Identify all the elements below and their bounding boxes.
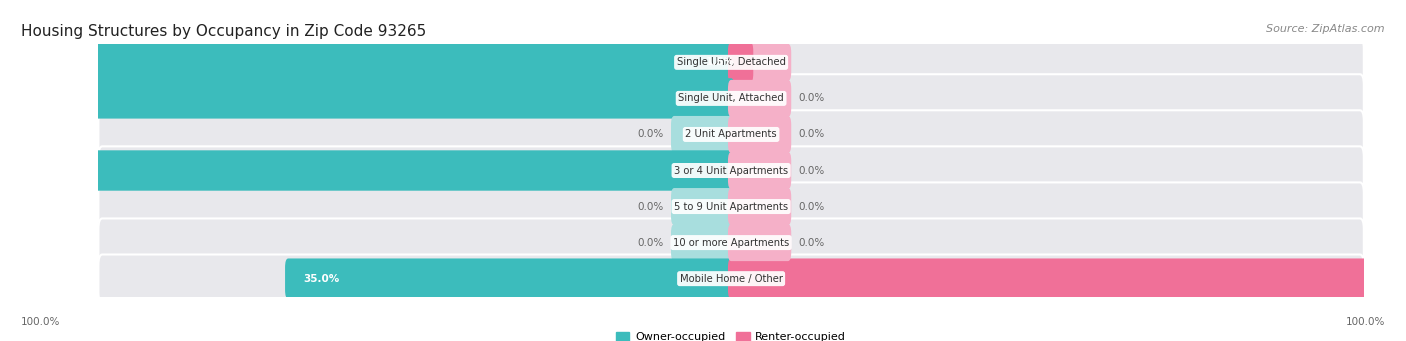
FancyBboxPatch shape	[98, 219, 1364, 267]
Text: 0.0%: 0.0%	[799, 202, 824, 211]
Text: 10 or more Apartments: 10 or more Apartments	[673, 238, 789, 248]
Text: Mobile Home / Other: Mobile Home / Other	[679, 273, 783, 284]
FancyBboxPatch shape	[728, 80, 792, 117]
FancyBboxPatch shape	[728, 188, 792, 225]
Text: Source: ZipAtlas.com: Source: ZipAtlas.com	[1267, 24, 1385, 34]
FancyBboxPatch shape	[98, 254, 1364, 303]
Text: 100.0%: 100.0%	[1346, 317, 1385, 327]
FancyBboxPatch shape	[285, 258, 734, 299]
Text: Single Unit, Attached: Single Unit, Attached	[678, 93, 785, 103]
FancyBboxPatch shape	[728, 152, 792, 189]
Text: Housing Structures by Occupancy in Zip Code 93265: Housing Structures by Occupancy in Zip C…	[21, 24, 426, 39]
FancyBboxPatch shape	[728, 116, 792, 153]
FancyBboxPatch shape	[728, 224, 792, 261]
Text: 0.0%: 0.0%	[799, 93, 824, 103]
Text: Single Unit, Detached: Single Unit, Detached	[676, 57, 786, 68]
Text: 0.0%: 0.0%	[799, 238, 824, 248]
FancyBboxPatch shape	[728, 258, 1406, 299]
FancyBboxPatch shape	[671, 116, 734, 153]
Text: 0.0%: 0.0%	[638, 202, 664, 211]
FancyBboxPatch shape	[98, 38, 1364, 87]
Text: 35.0%: 35.0%	[304, 273, 340, 284]
Text: 2 Unit Apartments: 2 Unit Apartments	[685, 130, 778, 139]
Text: 3 or 4 Unit Apartments: 3 or 4 Unit Apartments	[673, 165, 789, 176]
FancyBboxPatch shape	[0, 78, 734, 119]
FancyBboxPatch shape	[0, 42, 734, 83]
Text: 0.0%: 0.0%	[638, 130, 664, 139]
FancyBboxPatch shape	[671, 224, 734, 261]
FancyBboxPatch shape	[671, 188, 734, 225]
Text: 0.0%: 0.0%	[638, 238, 664, 248]
FancyBboxPatch shape	[98, 146, 1364, 195]
FancyBboxPatch shape	[98, 74, 1364, 122]
Text: 100.0%: 100.0%	[21, 317, 60, 327]
FancyBboxPatch shape	[0, 150, 734, 191]
FancyBboxPatch shape	[728, 42, 754, 83]
Text: 5 to 9 Unit Apartments: 5 to 9 Unit Apartments	[673, 202, 789, 211]
FancyBboxPatch shape	[98, 110, 1364, 159]
Text: 1.5%: 1.5%	[706, 57, 735, 68]
Text: 0.0%: 0.0%	[799, 165, 824, 176]
FancyBboxPatch shape	[728, 260, 792, 297]
Text: 0.0%: 0.0%	[799, 130, 824, 139]
FancyBboxPatch shape	[98, 182, 1364, 231]
Legend: Owner-occupied, Renter-occupied: Owner-occupied, Renter-occupied	[612, 327, 851, 341]
FancyBboxPatch shape	[728, 44, 792, 81]
